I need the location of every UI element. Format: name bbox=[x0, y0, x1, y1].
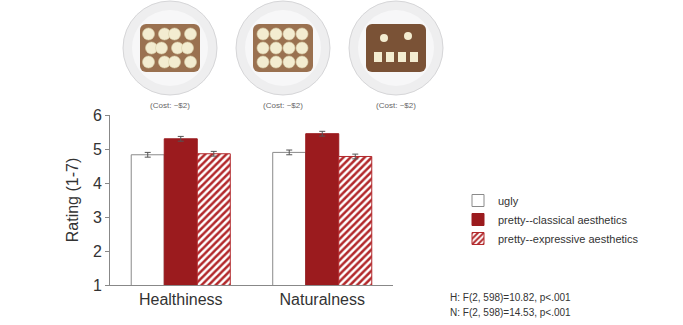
svg-text:ugly: ugly bbox=[498, 195, 519, 207]
svg-text:5: 5 bbox=[93, 141, 102, 158]
svg-text:(Cost: ~$2): (Cost: ~$2) bbox=[263, 101, 303, 110]
svg-text:Healthiness: Healthiness bbox=[139, 291, 223, 308]
svg-text:2: 2 bbox=[93, 243, 102, 260]
svg-text:N: F(2, 598)=14.53, p<.001: N: F(2, 598)=14.53, p<.001 bbox=[450, 307, 571, 318]
svg-text:(Cost: ~$2): (Cost: ~$2) bbox=[150, 101, 190, 110]
svg-text:3: 3 bbox=[93, 209, 102, 226]
svg-text:pretty--expressive aesthetics: pretty--expressive aesthetics bbox=[498, 233, 638, 245]
svg-text:Naturalness: Naturalness bbox=[280, 291, 365, 308]
svg-text:pretty--classical aesthetics: pretty--classical aesthetics bbox=[498, 214, 627, 226]
svg-text:6: 6 bbox=[93, 107, 102, 124]
svg-text:4: 4 bbox=[93, 175, 102, 192]
svg-text:H: F(2, 598)=10.82, p<.001: H: F(2, 598)=10.82, p<.001 bbox=[450, 292, 571, 303]
svg-text:(Cost: ~$2): (Cost: ~$2) bbox=[376, 101, 416, 110]
svg-text:Rating (1-7): Rating (1-7) bbox=[64, 158, 81, 242]
svg-text:1: 1 bbox=[93, 277, 102, 294]
